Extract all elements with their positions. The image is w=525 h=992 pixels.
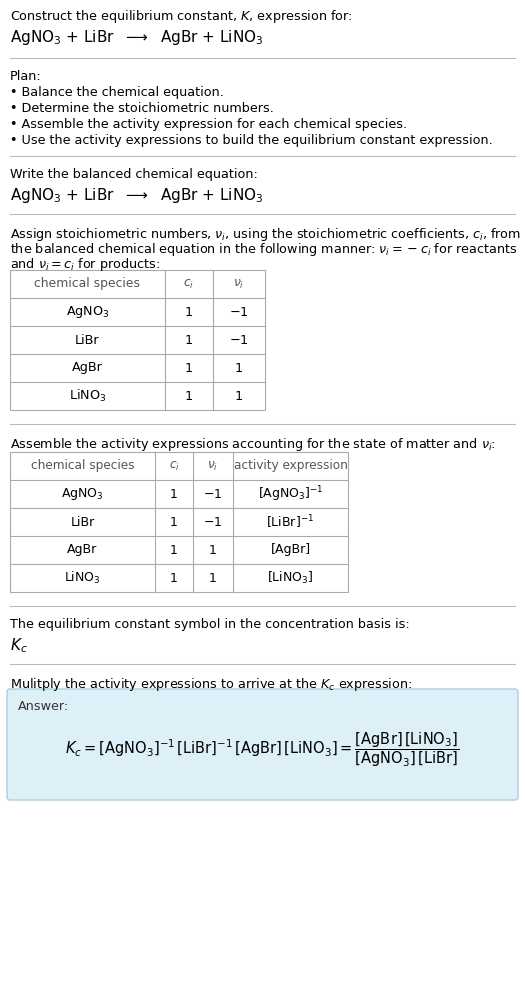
Text: LiNO$_3$: LiNO$_3$	[69, 388, 106, 404]
Text: 1: 1	[185, 390, 193, 403]
Text: The equilibrium constant symbol in the concentration basis is:: The equilibrium constant symbol in the c…	[10, 618, 410, 631]
Text: $-1$: $-1$	[203, 516, 223, 529]
Text: Plan:: Plan:	[10, 70, 42, 83]
Text: Answer:: Answer:	[18, 700, 69, 713]
Text: Write the balanced chemical equation:: Write the balanced chemical equation:	[10, 168, 258, 181]
Text: LiBr: LiBr	[75, 333, 100, 346]
Text: [LiBr]$^{-1}$: [LiBr]$^{-1}$	[267, 513, 314, 531]
Text: • Use the activity expressions to build the equilibrium constant expression.: • Use the activity expressions to build …	[10, 134, 493, 147]
Text: AgNO$_3$ + LiBr  $\longrightarrow$  AgBr + LiNO$_3$: AgNO$_3$ + LiBr $\longrightarrow$ AgBr +…	[10, 186, 264, 205]
Text: AgNO$_3$: AgNO$_3$	[66, 304, 109, 320]
Text: Mulitply the activity expressions to arrive at the $K_c$ expression:: Mulitply the activity expressions to arr…	[10, 676, 412, 693]
Text: [LiNO$_3$]: [LiNO$_3$]	[267, 570, 313, 586]
Text: [AgBr]: [AgBr]	[270, 544, 311, 557]
Text: 1: 1	[170, 571, 178, 584]
Text: Construct the equilibrium constant, $K$, expression for:: Construct the equilibrium constant, $K$,…	[10, 8, 353, 25]
Text: [AgNO$_3$]$^{-1}$: [AgNO$_3$]$^{-1}$	[258, 484, 323, 504]
Text: $-1$: $-1$	[203, 487, 223, 501]
Text: $-1$: $-1$	[229, 306, 249, 318]
Text: 1: 1	[235, 361, 243, 375]
Text: LiBr: LiBr	[70, 516, 94, 529]
Text: AgBr: AgBr	[72, 361, 103, 375]
Text: • Determine the stoichiometric numbers.: • Determine the stoichiometric numbers.	[10, 102, 274, 115]
Text: LiNO$_3$: LiNO$_3$	[64, 570, 101, 586]
Text: activity expression: activity expression	[234, 459, 348, 472]
Text: Assemble the activity expressions accounting for the state of matter and $\nu_i$: Assemble the activity expressions accoun…	[10, 436, 496, 453]
FancyBboxPatch shape	[7, 689, 518, 800]
Text: AgNO$_3$ + LiBr  $\longrightarrow$  AgBr + LiNO$_3$: AgNO$_3$ + LiBr $\longrightarrow$ AgBr +…	[10, 28, 264, 47]
Text: • Balance the chemical equation.: • Balance the chemical equation.	[10, 86, 224, 99]
Text: chemical species: chemical species	[35, 278, 141, 291]
Text: 1: 1	[170, 516, 178, 529]
Text: $K_c$: $K_c$	[10, 636, 28, 655]
Text: 1: 1	[209, 571, 217, 584]
Text: Assign stoichiometric numbers, $\nu_i$, using the stoichiometric coefficients, $: Assign stoichiometric numbers, $\nu_i$, …	[10, 226, 521, 243]
Text: 1: 1	[235, 390, 243, 403]
Text: $-1$: $-1$	[229, 333, 249, 346]
Text: 1: 1	[209, 544, 217, 557]
Text: 1: 1	[185, 306, 193, 318]
Text: AgBr: AgBr	[67, 544, 98, 557]
Text: the balanced chemical equation in the following manner: $\nu_i = -c_i$ for react: the balanced chemical equation in the fo…	[10, 241, 518, 258]
Bar	[10, 452, 348, 592]
Text: • Assemble the activity expression for each chemical species.: • Assemble the activity expression for e…	[10, 118, 407, 131]
Text: chemical species: chemical species	[31, 459, 134, 472]
Text: 1: 1	[170, 487, 178, 501]
Text: $c_i$: $c_i$	[183, 278, 195, 291]
Text: AgNO$_3$: AgNO$_3$	[61, 486, 104, 502]
Text: 1: 1	[170, 544, 178, 557]
Text: and $\nu_i = c_i$ for products:: and $\nu_i = c_i$ for products:	[10, 256, 160, 273]
Text: $c_i$: $c_i$	[169, 459, 180, 472]
Text: 1: 1	[185, 333, 193, 346]
Text: $\nu_i$: $\nu_i$	[234, 278, 245, 291]
Bar	[10, 270, 265, 410]
Text: $\nu_i$: $\nu_i$	[207, 459, 218, 472]
Text: 1: 1	[185, 361, 193, 375]
Text: $K_c = [\mathrm{AgNO_3}]^{-1}\,[\mathrm{LiBr}]^{-1}\,[\mathrm{AgBr}]\,[\mathrm{L: $K_c = [\mathrm{AgNO_3}]^{-1}\,[\mathrm{…	[65, 731, 460, 769]
